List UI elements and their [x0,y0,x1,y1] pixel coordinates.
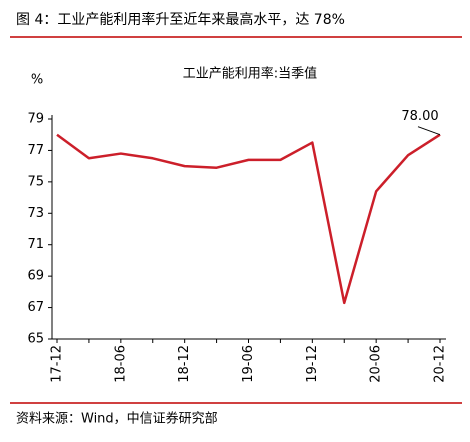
y-tick-label: 69 [27,269,44,284]
chart-title: 工业产能利用率:当季值 [183,66,317,82]
figure-header: 图 4：工业产能利用率升至近年来最高水平，达 78% [16,11,345,28]
x-tick-label: 18-12 [177,345,192,383]
y-tick-label: 71 [27,237,44,252]
x-tick-label: 19-06 [241,345,256,383]
x-tick-label: 18-06 [113,345,128,383]
y-unit: % [31,73,43,88]
y-tick-label: 65 [27,332,44,347]
y-tick-label: 77 [27,143,44,158]
y-tick-label: 67 [27,300,44,315]
x-tick-label: 20-12 [433,345,448,383]
data-line [56,133,441,305]
y-tick-label: 79 [27,112,44,127]
label-leader [417,126,441,136]
data-label: 78.00 [401,109,438,124]
y-tick-label: 73 [27,206,44,221]
x-tick-label: 17-12 [50,345,65,383]
y-tick-label: 75 [27,174,44,189]
source-note: 资料来源：Wind，中信证券研究部 [16,411,218,427]
x-tick-label: 20-06 [369,345,384,383]
x-tick-label: 19-12 [305,345,320,383]
